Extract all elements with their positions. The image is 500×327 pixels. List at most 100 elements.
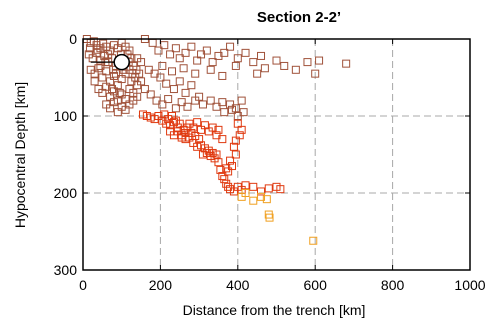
x-tick-label: 200: [149, 277, 173, 293]
hypocenter-marker: [257, 192, 266, 201]
y-tick-label: 300: [54, 262, 78, 278]
hypocenter-marker: [191, 69, 200, 78]
hypocenter-marker: [164, 95, 173, 104]
hypocenter-marker: [241, 181, 250, 190]
hypocenter-marker: [181, 128, 190, 137]
hypocenter-marker: [169, 85, 178, 94]
hypocenter-marker: [260, 64, 269, 73]
plot-frame: [82, 38, 471, 271]
hypocenter-marker: [212, 102, 221, 111]
hypocenter-marker: [109, 65, 118, 74]
hypocenter-marker: [265, 213, 274, 222]
hypocenter-marker: [181, 88, 190, 97]
x-tick-label: 400: [226, 277, 250, 293]
hypocenter-marker: [280, 61, 289, 70]
hypocenter-marker: [187, 42, 196, 51]
hypocenter-marker: [291, 65, 300, 74]
hypocenter-marker: [249, 182, 258, 191]
hypocenter-marker: [231, 136, 240, 145]
x-tick-label: 600: [304, 277, 328, 293]
grid-lines: [83, 39, 470, 270]
y-axis-label: Hypocentral Depth [km]: [12, 82, 28, 228]
hypocenter-marker: [160, 41, 169, 50]
hypocenter-marker: [158, 100, 167, 109]
x-tick-label: 1000: [454, 277, 485, 293]
hypocenter-marker: [241, 48, 250, 57]
data-points: [82, 35, 351, 245]
hypocenter-marker: [104, 50, 113, 59]
hypocenter-marker: [175, 77, 184, 86]
hypocenter-marker: [206, 65, 215, 74]
hypocenter-marker: [166, 50, 175, 59]
hypocenter-marker: [158, 61, 167, 70]
hypocenter-marker: [208, 123, 217, 132]
hypocenter-marker: [218, 71, 227, 80]
hypocenter-marker: [229, 142, 238, 151]
hypocenter-marker: [115, 88, 124, 97]
y-tick-label: 0: [69, 31, 77, 47]
hypocenter-marker: [231, 61, 240, 70]
hypocenter-marker: [303, 58, 312, 67]
hypocenter-marker: [216, 165, 225, 174]
hypocenter-marker: [309, 236, 318, 245]
hypocenter-marker: [220, 108, 229, 117]
chart-title: Section 2-2’: [257, 9, 341, 26]
hypocenter-marker: [249, 196, 258, 205]
hypocenter-marker: [208, 58, 217, 67]
hypocenter-marker: [214, 158, 223, 167]
hypocenter-marker: [175, 54, 184, 63]
axis-ticks: 0 200 400 600 800 1000 0 100 200 300: [54, 31, 486, 293]
hypocenter-marker: [193, 118, 202, 127]
hypocenter-marker: [168, 67, 177, 76]
hypocenter-marker: [102, 82, 111, 91]
hypocenter-marker: [179, 64, 188, 73]
hypocenter-marker: [237, 125, 246, 134]
hypocenter-marker: [233, 112, 242, 120]
hypocenter-marker: [241, 189, 250, 197]
hypocenter-marker: [162, 79, 171, 88]
hypocenter-marker: [109, 71, 118, 80]
hypocenter-marker: [156, 73, 165, 82]
y-tick-label: 200: [54, 185, 78, 201]
hypocenter-marker: [222, 164, 231, 173]
hypocenter-marker: [253, 69, 262, 78]
hypocenter-marker: [224, 182, 233, 191]
hypocenter-marker: [94, 64, 103, 73]
hypocenter-marker: [233, 54, 242, 63]
hypocenter-marker: [146, 90, 155, 99]
hypocenter-marker: [237, 96, 246, 105]
hypocenter-marker: [108, 85, 117, 94]
hypocenter-marker: [195, 92, 204, 101]
hypocenter-marker: [206, 96, 215, 105]
hypocenter-marker: [220, 48, 229, 57]
hypocenter-marker: [133, 54, 142, 63]
hypocenter-marker: [154, 46, 163, 55]
hypocenter-marker: [257, 187, 266, 196]
hypocenter-marker: [183, 102, 192, 111]
hypocenter-marker: [187, 81, 196, 90]
hypocenter-marker: [249, 58, 258, 67]
hypocenter-marker: [226, 42, 235, 51]
hypocenter-marker: [227, 105, 236, 114]
hypocenter-marker: [93, 45, 102, 54]
hypocenter-marker: [171, 44, 180, 53]
hypocenter-marker: [202, 46, 211, 55]
hypocenter-marker: [220, 175, 229, 184]
hypocenter-marker: [218, 135, 227, 144]
y-tick-label: 100: [54, 108, 78, 124]
hypocenter-marker: [262, 195, 271, 204]
hypocenter-marker: [342, 59, 351, 68]
hypocenter-marker: [264, 184, 273, 193]
hypocenter-marker: [276, 185, 285, 194]
hypocenter-marker: [85, 44, 94, 53]
x-tick-label: 0: [79, 277, 87, 293]
x-axis-label: Distance from the trench [km]: [183, 302, 366, 318]
hypocenter-marker: [109, 98, 118, 107]
hypocenter-marker: [272, 56, 281, 65]
hypocenter-marker: [181, 48, 190, 57]
hypocenter-marker: [231, 150, 240, 159]
hypocenter-marker: [140, 85, 149, 94]
x-tick-label: 800: [381, 277, 405, 293]
